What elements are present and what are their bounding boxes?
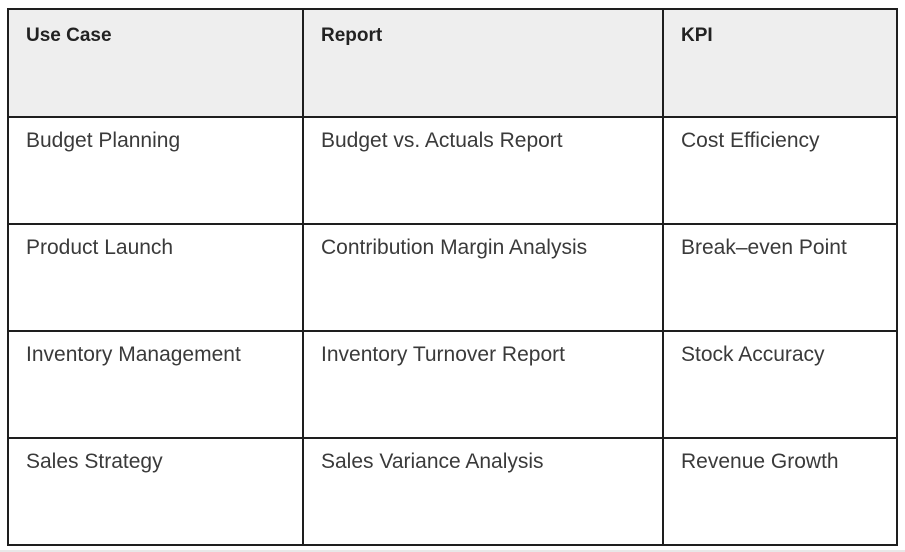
column-header-report: Report bbox=[302, 8, 664, 118]
cell-report: Contribution Margin Analysis bbox=[302, 223, 664, 332]
table-row: Budget Planning Budget vs. Actuals Repor… bbox=[7, 116, 898, 225]
cell-report: Budget vs. Actuals Report bbox=[302, 116, 664, 225]
page-bottom-edge bbox=[0, 550, 905, 552]
use-case-report-kpi-table: Use Case Report KPI Budget Planning Budg… bbox=[7, 8, 898, 546]
cell-use-case: Inventory Management bbox=[7, 330, 304, 439]
cell-kpi: Revenue Growth bbox=[662, 437, 898, 546]
table-row: Sales Strategy Sales Variance Analysis R… bbox=[7, 437, 898, 546]
column-header-use-case: Use Case bbox=[7, 8, 304, 118]
table-header-row: Use Case Report KPI bbox=[7, 8, 898, 118]
table-row: Product Launch Contribution Margin Analy… bbox=[7, 223, 898, 332]
cell-kpi: Cost Efficiency bbox=[662, 116, 898, 225]
cell-use-case: Budget Planning bbox=[7, 116, 304, 225]
table-row: Inventory Management Inventory Turnover … bbox=[7, 330, 898, 439]
cell-use-case: Sales Strategy bbox=[7, 437, 304, 546]
cell-report: Sales Variance Analysis bbox=[302, 437, 664, 546]
cell-use-case: Product Launch bbox=[7, 223, 304, 332]
cell-kpi: Break–even Point bbox=[662, 223, 898, 332]
column-header-kpi: KPI bbox=[662, 8, 898, 118]
cell-report: Inventory Turnover Report bbox=[302, 330, 664, 439]
cell-kpi: Stock Accuracy bbox=[662, 330, 898, 439]
